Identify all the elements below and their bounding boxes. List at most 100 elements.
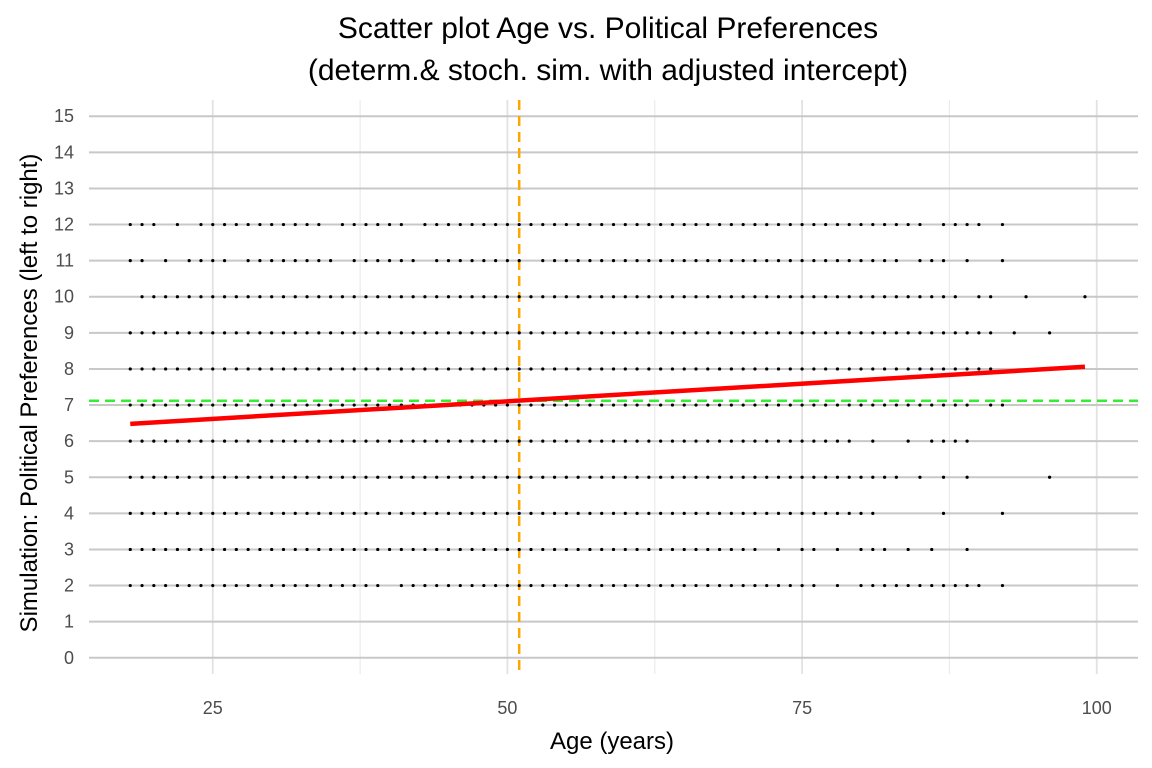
scatter-point [505,547,510,552]
scatter-point [411,511,415,515]
scatter-point [187,475,191,479]
scatter-point [1024,295,1028,299]
scatter-point [246,547,250,552]
scatter-point [753,583,757,588]
chart-title-line-1: Scatter plot Age vs. Political Preferenc… [338,12,878,45]
scatter-point [965,367,969,371]
scatter-point [505,367,510,371]
scatter-point [977,331,981,335]
scatter-point [871,403,875,407]
scatter-point [941,331,946,335]
scatter-point [482,583,486,588]
scatter-point [529,475,533,479]
scatter-point [529,511,533,515]
scatter-point [505,403,510,407]
scatter-point [128,583,132,588]
scatter-point [329,367,333,371]
scatter-point [694,222,698,227]
scatter-point [564,222,568,227]
scatter-point [470,295,474,299]
scatter-point [164,331,168,335]
y-tick-label: 8 [64,359,74,379]
scatter-point [329,403,333,407]
scatter-point [812,547,816,552]
scatter-point [588,511,592,515]
scatter-point [411,475,415,479]
scatter-point [729,403,733,407]
scatter-point [706,367,710,371]
scatter-point [458,547,462,552]
scatter-point [211,367,215,371]
scatter-point [234,583,238,588]
scatter-point [741,331,745,335]
scatter-point [387,222,392,227]
scatter-point [741,295,745,299]
scatter-point [965,583,969,588]
scatter-point [175,367,179,371]
scatter-point [211,222,215,227]
y-tick-label: 6 [64,431,74,451]
scatter-point [128,439,132,443]
scatter-point [706,511,710,515]
scatter-point [812,259,816,263]
y-axis-label: Simulation: Political Preferences (left … [16,154,43,633]
scatter-point [293,511,297,515]
scatter-point [329,475,333,479]
scatter-point [953,295,957,299]
scatter-point [812,475,816,479]
scatter-point [635,403,639,407]
scatter-point [199,403,203,407]
scatter-point [871,259,875,263]
scatter-point [1000,403,1005,407]
scatter-point [387,403,392,407]
scatter-point [717,331,722,335]
scatter-point [812,367,816,371]
scatter-point [364,367,368,371]
scatter-point [706,403,710,407]
scatter-point [918,403,922,407]
scatter-point [376,259,380,263]
scatter-point [1048,475,1052,479]
scatter-point [765,367,769,371]
scatter-point [918,583,922,588]
scatter-point [800,367,804,371]
scatter-point [552,547,557,552]
scatter-point [352,295,356,299]
scatter-point [222,295,227,299]
scatter-point [222,547,227,552]
scatter-point [211,475,215,479]
scatter-point [812,583,816,588]
scatter-point [635,439,639,443]
scatter-point [859,331,863,335]
scatter-point [800,547,804,552]
scatter-point [659,439,663,443]
scatter-point [423,547,427,552]
scatter-point [305,295,309,299]
scatter-point [788,295,792,299]
scatter-point [376,403,380,407]
scatter-point [765,583,769,588]
scatter-point [458,331,462,335]
scatter-point [258,475,262,479]
scatter-point [694,259,698,263]
scatter-point [941,439,946,443]
scatter-point [340,511,345,515]
scatter-point [670,295,675,299]
scatter-point [835,259,840,263]
scatter-point [352,475,356,479]
scatter-point [482,331,486,335]
scatter-point [576,259,580,263]
scatter-point [776,222,781,227]
scatter-point [588,475,592,479]
scatter-point [670,222,675,227]
scatter-point [753,331,757,335]
x-tick-label: 50 [497,698,517,718]
y-tick-label: 3 [64,539,74,559]
scatter-point [175,331,179,335]
scatter-point [859,475,863,479]
scatter-point [446,295,451,299]
scatter-point [659,367,663,371]
scatter-point [576,583,580,588]
scatter-point [340,222,345,227]
scatter-point [564,475,568,479]
